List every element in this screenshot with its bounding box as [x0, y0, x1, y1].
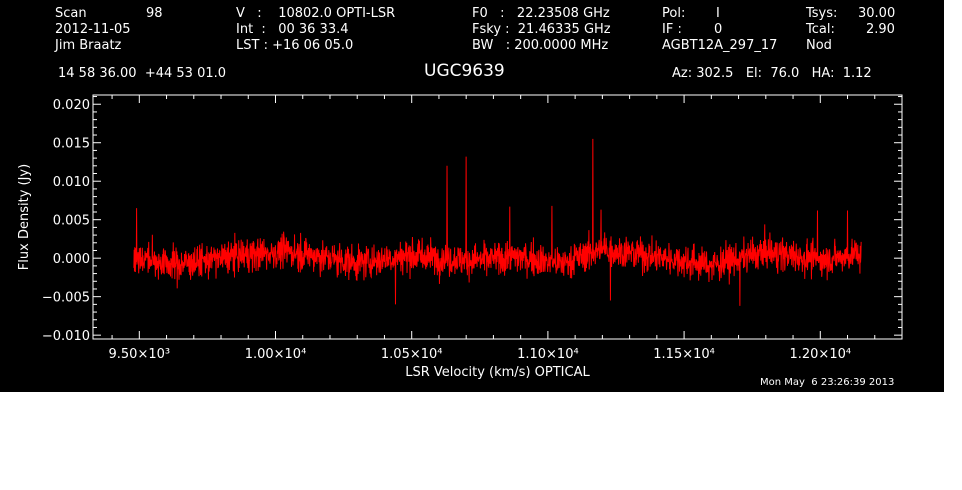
x-tick-label: 1.10×10⁴	[517, 347, 579, 362]
x-axis-label: LSR Velocity (km/s) OPTICAL	[405, 365, 590, 380]
x-tick-label: 1.20×10⁴	[789, 347, 851, 362]
spectrum-plot: 9.50×10³ 1.00×10⁴ 1.05×10⁴ 1.10×10⁴ 1.15×10⁴…	[17, 94, 903, 380]
if-value: 0	[714, 22, 723, 37]
x-tick-label: 1.00×10⁴	[245, 347, 307, 362]
y-tick-label: −0.005	[42, 291, 90, 306]
project-id: AGBT12A_297_17	[662, 38, 778, 53]
tcal-value: 2.90	[866, 22, 895, 37]
x-tick-label: 1.15×10⁴	[653, 347, 715, 362]
scan-label: Scan	[55, 6, 87, 21]
y-axis-label: Flux Density (Jy)	[17, 164, 32, 270]
velocity-info: V : 10802.0 OPTI-LSR	[236, 6, 396, 21]
source-name: UGC9639	[424, 61, 505, 81]
lst-info: LST : +16 06 05.0	[236, 38, 354, 53]
polarization-label: Pol:	[662, 6, 686, 21]
y-tick-label: 0.020	[53, 98, 90, 113]
plot-timestamp: Mon May 6 23:26:39 2013	[760, 377, 895, 388]
y-tick-label: 0.000	[53, 252, 90, 267]
pointing-info: Az: 302.5 El: 76.0 HA: 1.12	[672, 66, 872, 81]
y-tick-label: 0.005	[53, 214, 90, 229]
rest-frequency: F0 : 22.23508 GHz	[472, 6, 610, 21]
observation-date: 2012-11-05	[55, 22, 131, 37]
y-tick-label: −0.010	[42, 329, 90, 344]
spectrum-panel: Scan 98 2012-11-05 Jim Braatz V : 10802.…	[0, 0, 944, 392]
bandwidth: BW : 200.0000 MHz	[472, 38, 609, 53]
x-tick-label: 9.50×10³	[109, 347, 171, 362]
observer-name: Jim Braatz	[55, 38, 122, 53]
source-coordinates: 14 58 36.00 +44 53 01.0	[58, 66, 227, 81]
scan-number: 98	[146, 6, 163, 21]
x-tick-label: 1.05×10⁴	[381, 347, 443, 362]
y-tick-label: 0.010	[53, 175, 90, 190]
flux-density-trace	[133, 138, 862, 306]
observing-mode: Nod	[806, 38, 832, 53]
tcal-label: Tcal:	[806, 22, 835, 37]
sky-frequency: Fsky : 21.46335 GHz	[472, 22, 611, 37]
y-tick-label: 0.015	[53, 137, 90, 152]
tsys-label: Tsys:	[806, 6, 838, 21]
tsys-value: 30.00	[858, 6, 896, 21]
polarization-value: I	[716, 6, 720, 21]
if-label: IF :	[662, 22, 682, 37]
plot-frame	[92, 94, 903, 340]
integration-info: Int : 00 36 33.4	[236, 22, 349, 37]
